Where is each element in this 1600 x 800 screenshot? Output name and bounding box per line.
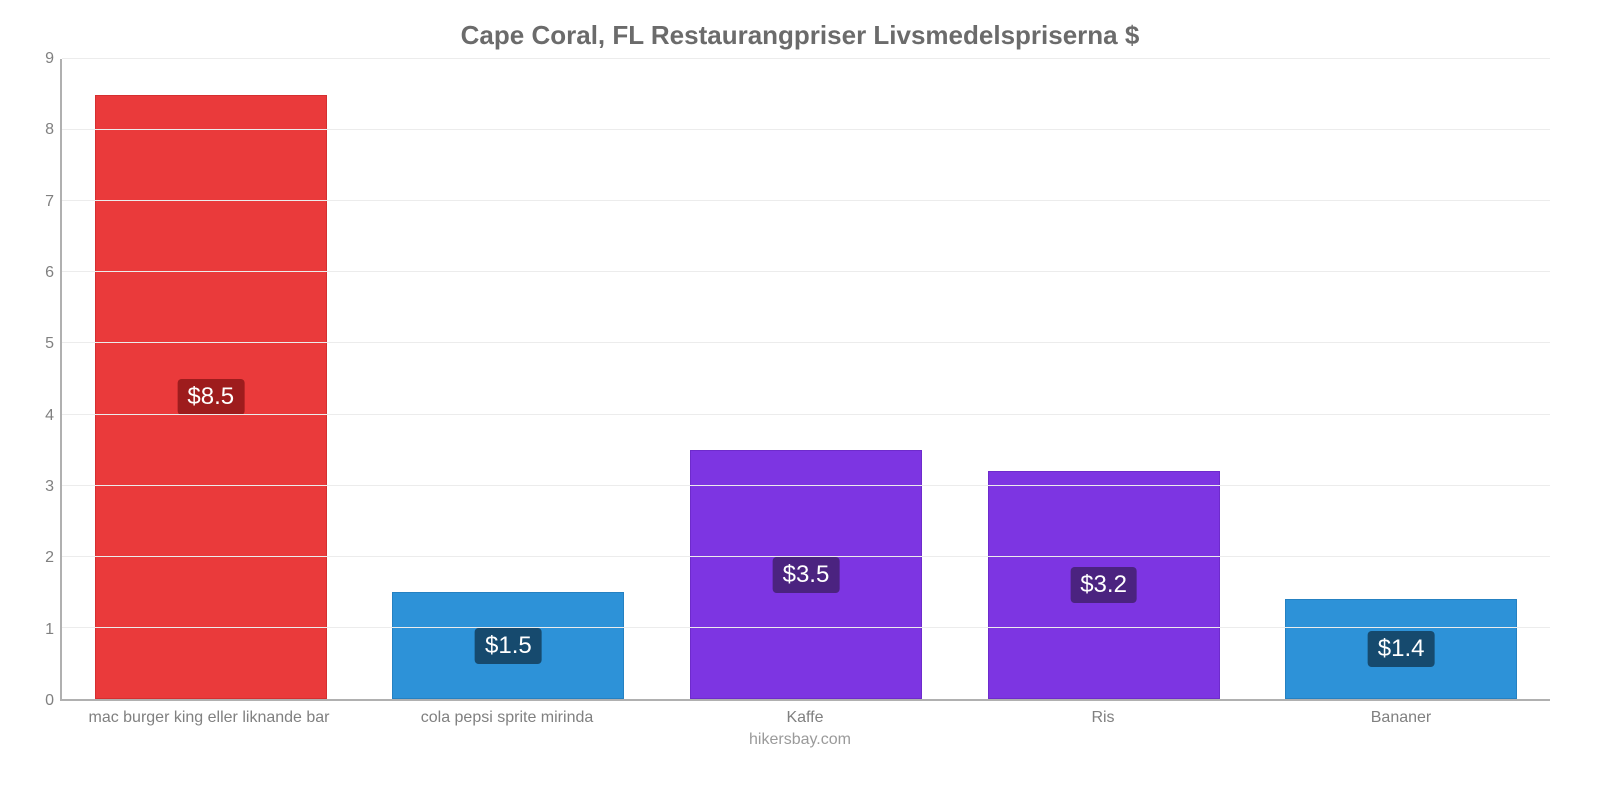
bar: $1.5 xyxy=(392,592,624,699)
y-axis: 0123456789 xyxy=(30,59,58,701)
bars-container: $8.5 $1.5 $3.5 $3.2 $1.4 xyxy=(62,59,1550,699)
bar-value-label: $3.2 xyxy=(1070,567,1137,603)
bar: $8.5 xyxy=(95,95,327,699)
bar-value-label: $1.4 xyxy=(1368,631,1435,667)
y-tick-label: 5 xyxy=(30,335,54,353)
grid-line xyxy=(62,58,1550,59)
y-tick-label: 1 xyxy=(30,621,54,639)
y-tick-label: 3 xyxy=(30,478,54,496)
x-tick-label: Kaffe xyxy=(656,703,954,729)
grid-line xyxy=(62,342,1550,343)
bar-slot: $1.4 xyxy=(1252,59,1550,699)
bar-slot: $8.5 xyxy=(62,59,360,699)
y-tick-label: 7 xyxy=(30,193,54,211)
bar: $1.4 xyxy=(1285,599,1517,699)
bar: $3.2 xyxy=(988,471,1220,699)
bar-slot: $1.5 xyxy=(360,59,658,699)
grid-line xyxy=(62,129,1550,130)
plot-area: $8.5 $1.5 $3.5 $3.2 $1.4 xyxy=(60,59,1550,701)
x-tick-label: Ris xyxy=(954,703,1252,729)
x-tick-label: Bananer xyxy=(1252,703,1550,729)
grid-line xyxy=(62,414,1550,415)
x-axis: mac burger king eller liknande barcola p… xyxy=(60,703,1550,729)
grid-line xyxy=(62,200,1550,201)
grid-line xyxy=(62,271,1550,272)
x-tick-label: mac burger king eller liknande bar xyxy=(60,703,358,729)
grid-line xyxy=(62,485,1550,486)
y-tick-label: 8 xyxy=(30,121,54,139)
bar-slot: $3.5 xyxy=(657,59,955,699)
y-tick-label: 6 xyxy=(30,264,54,282)
bar-value-label: $1.5 xyxy=(475,628,542,664)
bar-value-label: $8.5 xyxy=(177,379,244,415)
x-tick-label: cola pepsi sprite mirinda xyxy=(358,703,656,729)
chart-footer: hikersbay.com xyxy=(30,731,1570,749)
y-tick-label: 0 xyxy=(30,692,54,710)
grid-line xyxy=(62,556,1550,557)
y-tick-label: 4 xyxy=(30,407,54,425)
plot: 0123456789 $8.5$1.5$3.5$3.2$1.4 mac burg… xyxy=(60,59,1550,729)
y-tick-label: 9 xyxy=(30,50,54,68)
price-chart: Cape Coral, FL Restaurangpriser Livsmede… xyxy=(0,0,1600,800)
bar-value-label: $3.5 xyxy=(773,557,840,593)
bar: $3.5 xyxy=(690,450,922,699)
chart-title: Cape Coral, FL Restaurangpriser Livsmede… xyxy=(30,20,1570,51)
y-tick-label: 2 xyxy=(30,549,54,567)
grid-line xyxy=(62,627,1550,628)
bar-slot: $3.2 xyxy=(955,59,1253,699)
